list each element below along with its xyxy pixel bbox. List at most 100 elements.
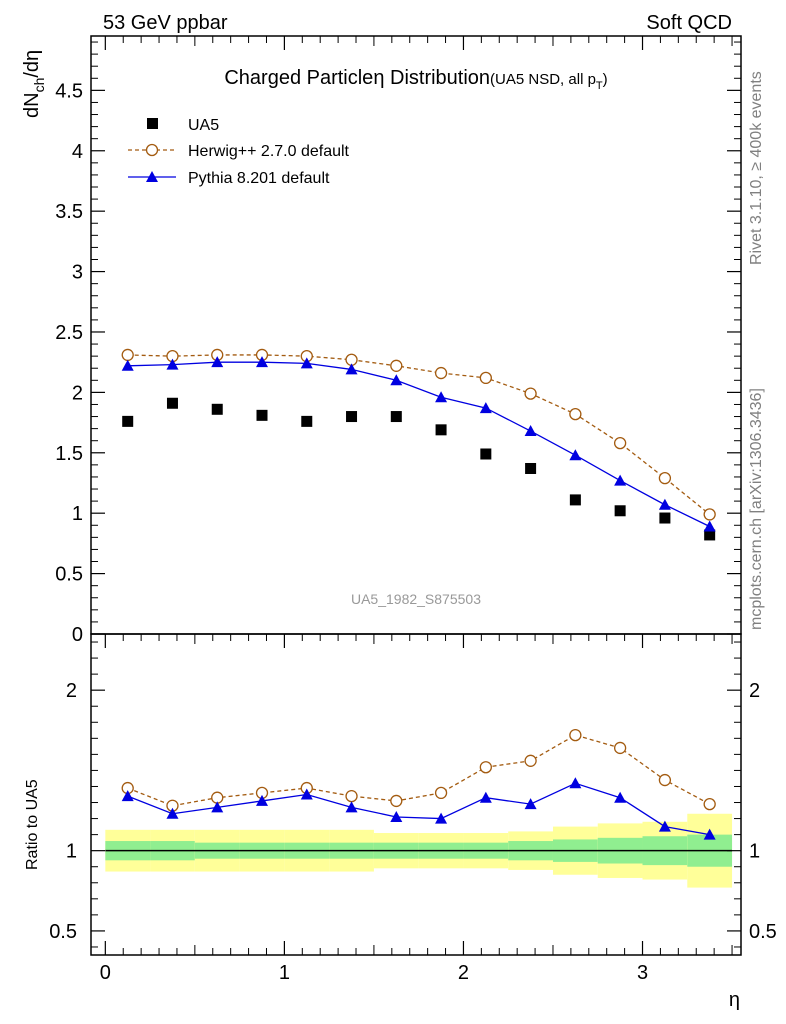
main-plot-panel: 0 0.5 1 1.5 2 2.5 3 3.5 4 4.5 Charged Particleη D…: [21, 35, 742, 646]
ratio-pythia-point: [256, 794, 269, 806]
y-tick-label: 0.5: [55, 564, 83, 586]
y-tick-label: 4.5: [55, 80, 83, 102]
ua5-data-point: [301, 415, 313, 427]
pythia-point: [658, 498, 671, 510]
plot-subtitle: (UA5 NSD, all p: [490, 71, 596, 88]
ratio-pythia-point: [390, 810, 403, 822]
ua5-data-point: [569, 494, 581, 506]
ratio-pythia-point: [524, 798, 537, 810]
ratio-y-axis-label: Ratio to UA5: [24, 779, 41, 870]
ratio-plot-axes: 0.5 0.5 1 1 2 2 0 1 2 3: [49, 634, 777, 984]
pythia-point: [166, 358, 179, 370]
ratio-plot-panel: 0.5 0.5 1 1 2 2 0 1 2 3 Ratio to UA5 η: [24, 633, 777, 1011]
ratio-pythia-point: [435, 812, 448, 824]
ratio-y-tick-label-right: 2: [749, 680, 760, 702]
legend-marker-herwig: [145, 143, 159, 157]
pythia-point: [300, 357, 313, 369]
ua5-data-point: [122, 415, 134, 427]
pythia-point: [703, 520, 716, 532]
plot-subtitle-end: ): [603, 71, 608, 88]
y-tick-label: 2.5: [55, 322, 83, 344]
pythia-point: [435, 391, 448, 403]
ratio-pythia-point: [479, 791, 492, 803]
ua5-data-point: [704, 529, 716, 541]
pythia-point: [121, 359, 134, 371]
pythia-point: [345, 363, 358, 375]
pythia-point: [390, 374, 403, 386]
legend-label-ua5: UA5: [188, 117, 219, 134]
ratio-pythia-point: [569, 777, 582, 789]
header-category-label: Soft QCD: [646, 12, 732, 34]
x-tick-label: 1: [279, 962, 290, 984]
x-tick-label: 2: [458, 962, 469, 984]
ratio-herwig-point: [658, 773, 672, 787]
y-tick-label: 1: [72, 503, 83, 525]
x-tick-label: 0: [100, 962, 111, 984]
header-energy-label: 53 GeV ppbar: [103, 12, 228, 34]
ua5-data-point: [211, 403, 223, 415]
plot-title-eta: η: [373, 67, 384, 89]
ratio-y-tick-label: 0.5: [49, 921, 77, 943]
ratio-y-tick-label-right: 1: [749, 841, 760, 863]
ua5-data-point: [480, 448, 492, 460]
pythia-point: [211, 356, 224, 368]
pythia-point: [614, 474, 627, 486]
ratio-pythia-point: [703, 828, 716, 840]
pythia-point: [524, 425, 537, 437]
ratio-pythia-point: [614, 791, 627, 803]
ua5-data-point: [256, 409, 268, 421]
ratio-herwig-line: [127, 734, 710, 807]
ratio-y-tick-label: 2: [66, 680, 77, 702]
y-tick-label: 4: [72, 141, 83, 163]
ratio-pythia-point: [300, 788, 313, 800]
pythia-point: [479, 402, 492, 414]
ua5-data-point: [346, 411, 358, 423]
plot-subtitle-index: T: [596, 80, 603, 92]
ratio-plot-marks: [105, 728, 733, 888]
legend-item-ua5: UA5: [147, 117, 219, 134]
pythia-point: [569, 449, 582, 461]
ratio-y-tick-label: 1: [66, 841, 77, 863]
rivet-version-label: Rivet 3.1.10, ≥ 400k events: [748, 71, 765, 265]
analysis-id-label: UA5_1982_S875503: [351, 591, 481, 607]
ratio-pythia-line: [127, 782, 710, 836]
x-axis-label: η: [729, 989, 740, 1011]
plot-title-rest: Distribution: [384, 67, 490, 89]
ratio-pythia-point: [211, 801, 224, 813]
ratio-herwig-point: [434, 786, 448, 800]
y-axis-label-end: /dη: [21, 50, 43, 78]
mcplots-reference-label: mcplots.cern.ch [arXiv:1306.3436]: [748, 388, 765, 630]
herwig-point: [658, 472, 672, 485]
ua5-data-point: [659, 512, 671, 524]
legend-item-pythia: Pythia 8.201 default: [128, 170, 330, 187]
ua5-data-point: [614, 505, 626, 517]
ratio-y-tick-label-right: 0.5: [749, 921, 777, 943]
pythia-series-line: [127, 361, 710, 528]
ratio-herwig-point: [345, 789, 358, 803]
ratio-pythia-point: [166, 807, 179, 819]
ua5-data-point: [525, 462, 537, 474]
ratio-herwig-point: [703, 797, 716, 811]
legend-label-herwig: Herwig++ 2.7.0 default: [188, 143, 350, 160]
ua5-data-point: [390, 411, 402, 423]
herwig-point: [524, 387, 537, 400]
plot-title-main: Charged Particle: [224, 67, 373, 89]
x-tick-label: 3: [637, 962, 648, 984]
ratio-herwig-point: [524, 754, 537, 767]
ratio-pythia-point: [658, 820, 671, 832]
herwig-point: [703, 508, 716, 521]
plot-title: Charged Particleη Distribution(UA5 NSD, …: [224, 67, 607, 92]
y-axis-label-main: dN: [21, 92, 43, 118]
y-tick-label: 2: [72, 382, 83, 404]
legend: UA5 Herwig++ 2.7.0 default Pythia 8.201 …: [128, 117, 350, 187]
ratio-pythia-point: [121, 790, 134, 802]
main-plot-marks: [121, 348, 716, 541]
ratio-herwig-point: [613, 741, 627, 755]
ua5-data-point: [166, 397, 178, 409]
y-tick-label: 3: [72, 262, 83, 284]
legend-marker-ua5: [147, 118, 158, 129]
herwig-point: [613, 436, 627, 450]
herwig-point: [390, 359, 403, 372]
y-axis-label-sub: ch: [31, 78, 47, 93]
legend-item-herwig: Herwig++ 2.7.0 default: [128, 143, 350, 160]
